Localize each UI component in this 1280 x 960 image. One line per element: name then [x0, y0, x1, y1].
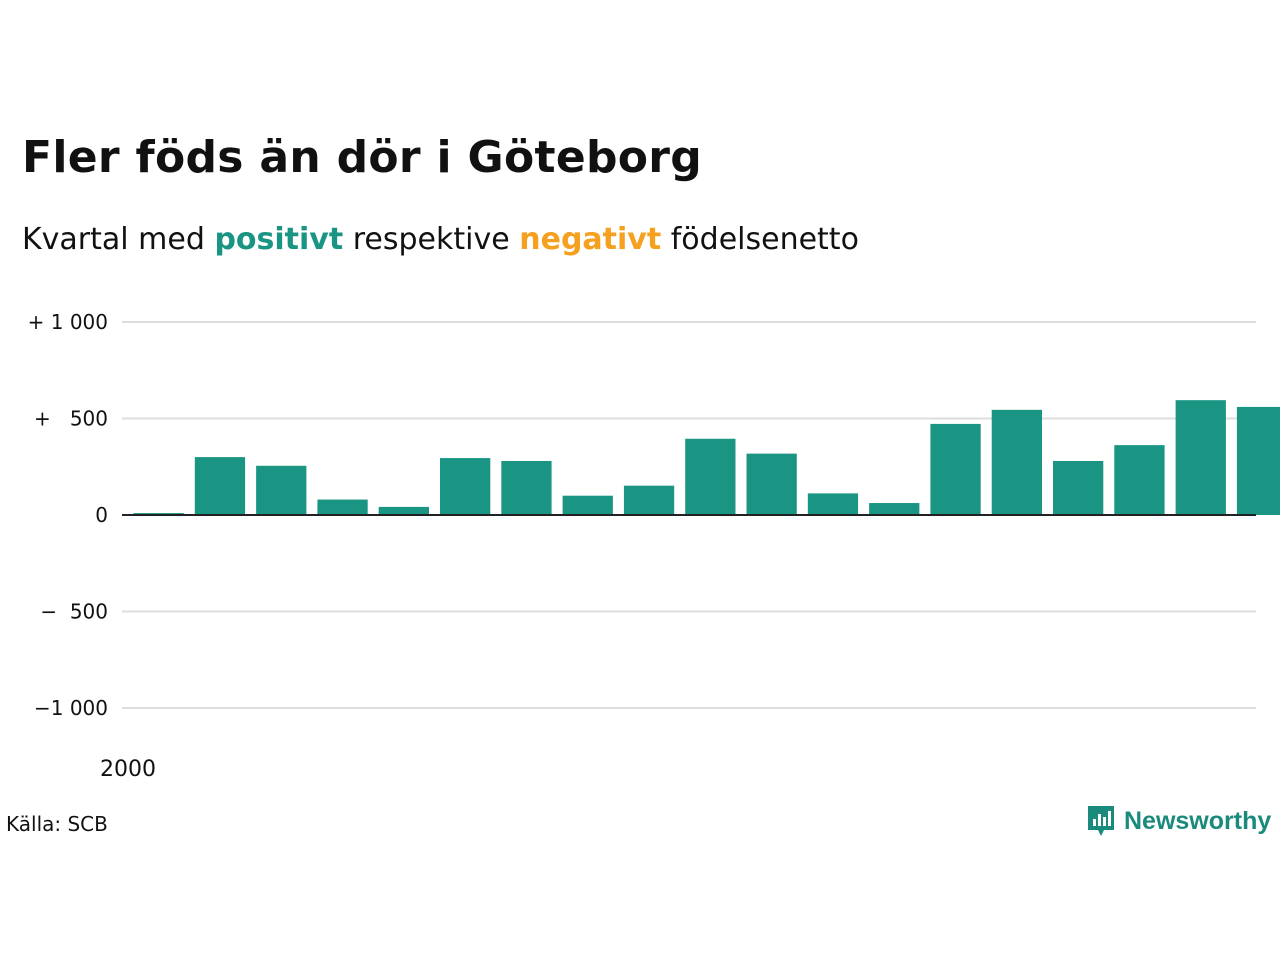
y-tick-label: + 1 000 [28, 310, 108, 334]
subtitle-middle: respektive [352, 222, 510, 257]
y-axis-labels: + 1 000 + 500 0 − 500 −1 000 [28, 310, 108, 720]
bar [440, 458, 491, 515]
chart-title: Fler föds än dör i Göteborg [22, 132, 703, 183]
bar [807, 493, 859, 515]
bar [746, 453, 797, 515]
newsworthy-logo-icon [1088, 806, 1114, 836]
chart-subtitle: Kvartal med positivt respektive negativt… [22, 222, 859, 257]
bar [378, 506, 429, 515]
bar [1175, 400, 1226, 515]
y-tick-label: 0 [95, 503, 108, 527]
bar [194, 457, 246, 515]
source-note: Källa: SCB [6, 812, 108, 836]
y-tick-label: −1 000 [34, 696, 108, 720]
bar [623, 485, 675, 515]
bar [685, 438, 736, 515]
bar-chart: + 1 000 + 500 0 − 500 −1 000 200020052010201… [28, 310, 1280, 782]
brand-logo: Newsworthy [1086, 804, 1271, 838]
bar [256, 465, 307, 515]
bar [1236, 406, 1280, 515]
brand-name: Newsworthy [1124, 806, 1272, 835]
subtitle-negative: negativt [519, 222, 662, 257]
bar [562, 495, 613, 515]
subtitle-positive: positivt [214, 222, 344, 257]
subtitle-prefix: Kvartal med [22, 222, 205, 257]
grid-lines [122, 321, 1256, 709]
y-tick-label: − 500 [40, 600, 108, 624]
bars [133, 400, 1280, 515]
x-axis-labels: 20002005201020152020 [100, 757, 156, 782]
y-tick-label: + 500 [34, 407, 108, 431]
bar [869, 503, 920, 515]
bar [501, 460, 552, 515]
bar [991, 409, 1042, 515]
x-tick-label: 2000 [100, 757, 156, 782]
bar [1114, 445, 1165, 515]
bar [1053, 460, 1104, 515]
bar [317, 499, 368, 515]
bar [930, 423, 981, 515]
subtitle-suffix: födelsenetto [670, 222, 859, 257]
